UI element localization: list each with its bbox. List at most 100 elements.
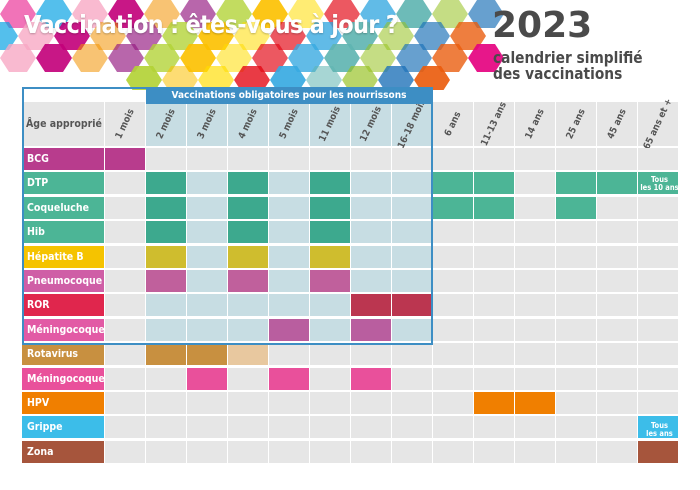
empty-cell [515,172,555,194]
empty-cell [638,270,678,292]
age-column-header: 3 mois [187,102,227,146]
empty-cell [515,368,555,390]
empty-cell [310,343,350,365]
empty-cell [597,416,637,438]
banner-hexagon [144,44,180,72]
banner-hexagon [306,22,342,50]
banner-hexagon [216,44,252,72]
empty-cell [187,172,227,194]
empty-cell [351,270,391,292]
empty-cell [105,294,145,316]
vaccine-label: DTP [22,172,104,194]
vaccine-dose-cell [310,172,350,194]
age-column-header: 16-18 mois [392,98,432,150]
empty-cell [515,270,555,292]
vaccine-dose-cell [556,197,596,219]
banner-hexagon [306,66,342,90]
banner-hexagon [0,44,36,72]
empty-cell [597,197,637,219]
empty-cell [556,148,596,170]
age-column-header: 5 mois [269,102,309,146]
empty-cell [474,294,514,316]
empty-cell [187,197,227,219]
empty-cell [433,148,473,170]
vaccine-dose-cell [146,343,186,365]
empty-cell [269,197,309,219]
empty-cell [515,343,555,365]
vaccine-dose-cell [187,368,227,390]
vaccine-label: ROR [22,294,104,316]
vaccine-dose-cell [433,197,473,219]
vaccine-dose-cell [474,392,514,414]
note-line: les ans [646,429,673,438]
banner-hexagon [90,22,126,50]
banner-hexagon [360,44,396,72]
empty-cell [597,392,637,414]
empty-cell [392,343,432,365]
banner-hexagon [360,0,396,28]
empty-cell [228,392,268,414]
vaccine-dose-cell [269,319,309,341]
empty-cell [351,172,391,194]
banner-hexagon [414,66,450,90]
vaccine-dose-cell [351,319,391,341]
empty-cell [433,416,473,438]
empty-cell [105,246,145,268]
vaccine-dose-cell [146,270,186,292]
empty-cell [269,294,309,316]
banner-hexagon [432,44,468,72]
empty-cell [638,221,678,243]
age-label: 5 mois [277,107,301,141]
empty-cell [392,246,432,268]
banner-hexagon [378,66,414,90]
empty-cell [597,221,637,243]
banner-hexagon [468,0,504,28]
vaccine-label: Coqueluche [22,197,104,219]
empty-cell [105,416,145,438]
empty-cell [474,368,514,390]
empty-cell [474,416,514,438]
empty-cell [187,294,227,316]
empty-cell [392,221,432,243]
note-line: Tous [650,421,669,430]
empty-cell [597,294,637,316]
banner-hexagon [324,44,360,72]
empty-cell [228,294,268,316]
empty-cell [556,270,596,292]
age-label: 12 mois [358,104,384,144]
vaccine-dose-cell [146,221,186,243]
empty-cell [474,221,514,243]
banner-hexagon [72,44,108,72]
age-column-header: 6 ans [433,102,473,146]
banner-hexagon [36,0,72,28]
empty-cell [269,441,309,463]
empty-cell [228,416,268,438]
empty-cell [433,368,473,390]
empty-cell [556,246,596,268]
empty-cell [638,392,678,414]
banner-hexagon [270,22,306,50]
empty-cell [638,294,678,316]
empty-cell [105,172,145,194]
age-column-header: 65 ans et + [638,97,678,151]
empty-cell [228,441,268,463]
empty-cell [597,368,637,390]
empty-cell [474,343,514,365]
empty-cell [556,416,596,438]
subtitle-line-1: calendrier simplifié [493,48,643,67]
empty-cell [392,368,432,390]
empty-cell [392,392,432,414]
empty-cell [638,319,678,341]
empty-cell [556,319,596,341]
vaccine-dose-cell [146,172,186,194]
empty-cell [638,368,678,390]
age-label: 3 mois [195,107,219,141]
empty-cell [187,148,227,170]
vaccine-label: Hib [22,221,104,243]
age-column-header: 1 mois [105,102,145,146]
age-label: 65 ans et + [641,96,675,152]
grippe-every-year-note: Tous les ans [640,419,679,441]
age-label: 45 ans [605,107,629,141]
empty-cell [515,319,555,341]
header-banner [0,0,504,90]
